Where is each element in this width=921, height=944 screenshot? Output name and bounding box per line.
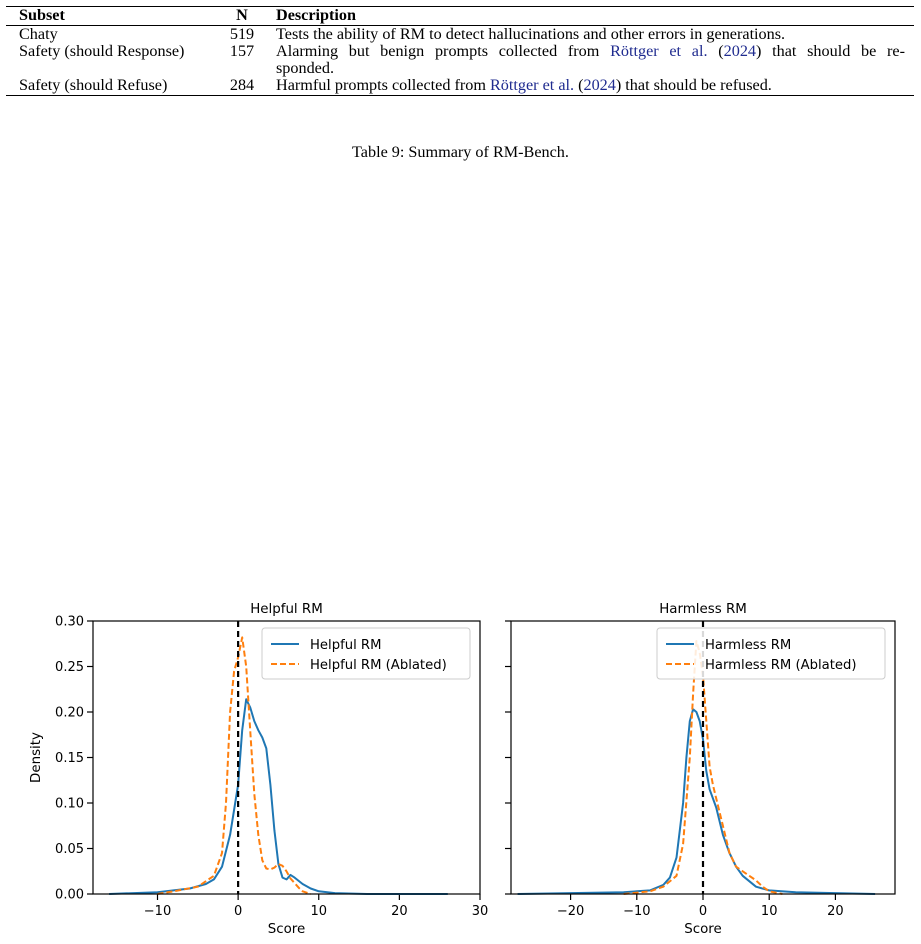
- x-tick-label: −20: [557, 904, 584, 919]
- x-tick-label: 10: [310, 904, 327, 919]
- summary-table: Subset N Description Chaty 519 Tests the…: [6, 6, 914, 96]
- cell-n: 157: [229, 42, 255, 60]
- x-tick-label: 0: [699, 904, 707, 919]
- table-header-row: Subset N Description: [6, 7, 914, 25]
- header-description: Description: [276, 6, 357, 24]
- citation-link-year[interactable]: 2024: [723, 42, 757, 60]
- x-axis-label: Score: [268, 922, 306, 937]
- cell-subset: Safety (should Response): [19, 42, 185, 60]
- table-header-rule: [6, 25, 914, 26]
- helpful-rm-panel: Helpful RM −10 0 10 20 30 0.00 0.05 0.10 0.15 0.20…: [29, 602, 488, 937]
- chart-title: Helpful RM: [250, 602, 323, 617]
- density-figure: Helpful RM −10 0 10 20 30 0.00 0.05 0.10 0.15 0.20…: [29, 602, 896, 937]
- table-row: Safety (should Refuse) 284 Harmful promp…: [6, 77, 914, 95]
- x-tick-label: 20: [391, 904, 408, 919]
- cell-n: 284: [229, 76, 255, 94]
- series-line-helpful-rm-ablated: [157, 636, 312, 895]
- series-line-harmless-rm: [517, 708, 876, 895]
- description-text: Alarming but benign prompts collected fr…: [276, 42, 611, 60]
- legend-entry: Helpful RM: [310, 638, 381, 653]
- legend-entry: Harmless RM (Ablated): [705, 658, 857, 673]
- y-tick-label: 0.20: [55, 706, 84, 721]
- plot-frame: [510, 620, 896, 895]
- plot-frame: [92, 620, 481, 895]
- description-text: Harmful prompts collected from: [276, 76, 490, 94]
- y-tick-label: 0.10: [55, 797, 84, 812]
- y-tick-label: 0.00: [55, 888, 84, 903]
- table-bottom-rule: [6, 95, 914, 96]
- cell-subset: Safety (should Refuse): [19, 76, 168, 94]
- series-line-helpful-rm: [109, 698, 448, 895]
- series-line-harmless-rm-ablated: [623, 640, 783, 895]
- x-tick-label: −10: [623, 904, 650, 919]
- legend-box: [261, 627, 471, 680]
- header-n: N: [236, 6, 248, 24]
- y-tick-label: 0.30: [55, 615, 84, 630]
- legend-box: [656, 627, 886, 680]
- y-tick-label: 0.15: [55, 751, 84, 766]
- cell-description: Alarming but benign prompts collected fr…: [276, 43, 905, 77]
- y-tick-label: 0.05: [55, 842, 84, 857]
- chart-title: Harmless RM: [659, 602, 747, 617]
- x-tick-label: 20: [827, 904, 844, 919]
- x-tick-label: 0: [234, 904, 242, 919]
- description-text: that should be re-: [761, 42, 905, 60]
- cell-subset: Chaty: [19, 25, 58, 43]
- citation-link-author[interactable]: Röttger et al.: [489, 76, 575, 94]
- y-tick-label: 0.25: [55, 660, 84, 675]
- header-subset: Subset: [19, 6, 65, 24]
- citation-link-author[interactable]: Röttger et al.: [610, 42, 708, 60]
- citation-link-year[interactable]: 2024: [583, 76, 616, 94]
- legend-entry: Helpful RM (Ablated): [310, 658, 447, 673]
- table-row: Safety (should Response) 157 Alarming bu…: [6, 43, 914, 77]
- cell-description: Harmful prompts collected from Röttger e…: [276, 76, 772, 94]
- harmless-rm-panel: Harmless RM −20 −10 0 10 20 Score Harmless RM Ha…: [505, 602, 896, 937]
- description-line: sponded.: [276, 59, 334, 77]
- x-tick-label: 10: [761, 904, 778, 919]
- description-line: Alarming but benign prompts collected fr…: [276, 42, 905, 60]
- table-row: Chaty 519 Tests the ability of RM to det…: [6, 26, 914, 43]
- cell-n: 519: [229, 25, 255, 43]
- description-text: that should be refused.: [621, 76, 772, 94]
- y-axis-label: Density: [29, 732, 44, 783]
- x-tick-label: −10: [144, 904, 171, 919]
- x-axis-label: Score: [684, 922, 722, 937]
- x-tick-label: 30: [472, 904, 489, 919]
- table-top-rule: [6, 6, 914, 7]
- cell-description: Tests the ability of RM to detect halluc…: [276, 25, 786, 43]
- table-caption: Table 9: Summary of RM-Bench.: [352, 143, 569, 161]
- legend-entry: Harmless RM: [705, 638, 791, 653]
